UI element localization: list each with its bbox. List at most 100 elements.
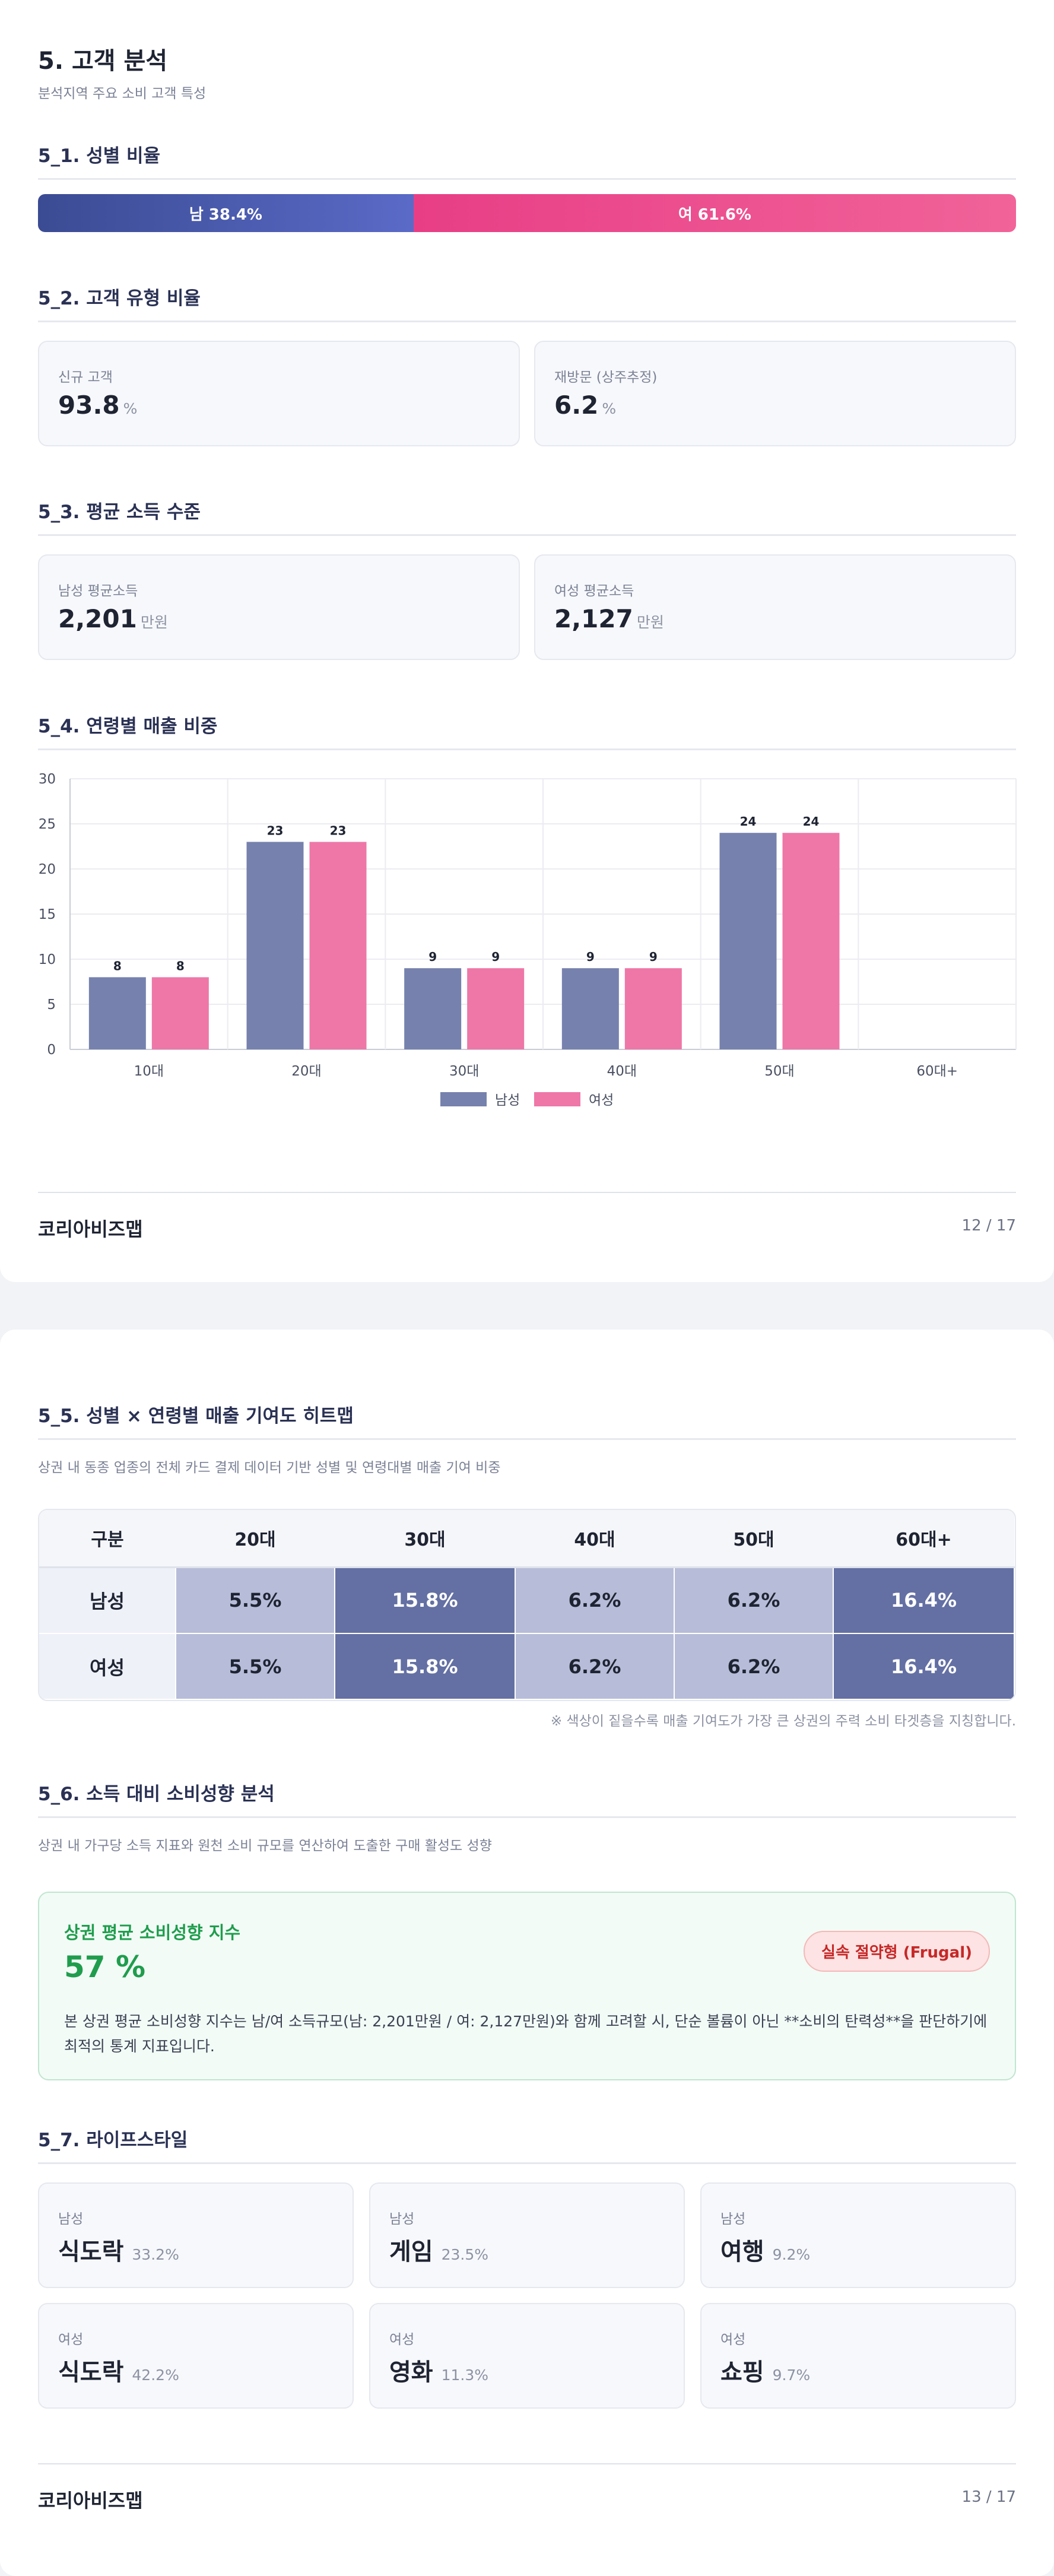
male-ratio-segment: 남 38.4% bbox=[38, 194, 414, 232]
bar-female bbox=[467, 968, 525, 1049]
bar-value-label: 8 bbox=[176, 959, 185, 973]
divider bbox=[38, 534, 1016, 536]
bar-male bbox=[404, 968, 462, 1049]
heatmap-note: ※ 색상이 짙을수록 매출 기여도가 가장 큰 상권의 주력 소비 타겟층을 지… bbox=[550, 1714, 1016, 1729]
page-number: 12 / 17 bbox=[961, 1217, 1016, 1235]
lifestyle-card: 여성 영화 11.3% bbox=[369, 2303, 685, 2409]
lifestyle-percent: 11.3% bbox=[441, 2366, 489, 2384]
x-tick-label: 60대+ bbox=[916, 1064, 958, 1079]
heatmap-table: 구분 20대 30대 40대 50대 60대+ 남성 5.5% 15.8% 6.… bbox=[38, 1509, 1016, 1701]
propensity-value: 57 % bbox=[64, 1950, 146, 1984]
footer-divider bbox=[38, 2463, 1016, 2464]
lifestyle-card: 남성 여행 9.2% bbox=[700, 2182, 1016, 2288]
heatmap-cell: 6.2% bbox=[515, 1633, 675, 1700]
lifestyle-gender: 남성 bbox=[58, 2212, 84, 2227]
column-header: 40대 bbox=[515, 1510, 674, 1568]
brand-name: 코리아비즈맵 bbox=[38, 2489, 143, 2512]
propensity-box-title: 상권 평균 소비성향 지수 bbox=[64, 1923, 241, 1943]
lifestyle-category: 게임 bbox=[389, 2238, 433, 2266]
bar-male bbox=[561, 968, 619, 1049]
lifestyle-gender: 남성 bbox=[389, 2212, 415, 2227]
bar-male bbox=[719, 833, 777, 1049]
lifestyle-gender: 남성 bbox=[720, 2212, 746, 2227]
card-label: 남성 평균소득 bbox=[58, 583, 138, 599]
lifestyle-percent: 23.5% bbox=[441, 2246, 489, 2263]
bar-value-label: 9 bbox=[586, 950, 595, 964]
card-label: 여성 평균소득 bbox=[554, 583, 634, 599]
divider bbox=[38, 748, 1016, 750]
bar-female bbox=[782, 833, 840, 1049]
lifestyle-category: 식도락 bbox=[58, 2359, 124, 2386]
divider bbox=[38, 1438, 1016, 1440]
brand-name: 코리아비즈맵 bbox=[38, 1218, 143, 1241]
lifestyle-gender: 여성 bbox=[720, 2332, 746, 2347]
heatmap-cell: 5.5% bbox=[176, 1567, 335, 1635]
income-heading: 5_3. 평균 소득 수준 bbox=[38, 502, 201, 523]
y-tick-label: 15 bbox=[39, 907, 56, 922]
lifestyle-percent: 9.2% bbox=[772, 2246, 811, 2263]
female-ratio-segment: 여 61.6% bbox=[413, 194, 1016, 232]
heatmap-cell: 6.2% bbox=[515, 1567, 675, 1635]
bar-value-label: 9 bbox=[428, 950, 437, 964]
gender-ratio-bar: 남 38.4% 여 61.6% bbox=[38, 194, 1016, 232]
bar-value-label: 23 bbox=[267, 823, 284, 837]
lifestyle-category: 쇼핑 bbox=[720, 2359, 764, 2386]
age-sales-bar-chart: 0 5 10 15 20 25 30 10대 8 8 20대 23 23 30대 9 9 40대 9 9 50대 24 2… bbox=[39, 772, 1017, 1108]
card-unit: % bbox=[602, 400, 617, 417]
lifestyle-percent: 9.7% bbox=[772, 2366, 811, 2384]
x-tick-label: 50대 bbox=[764, 1064, 794, 1079]
heatmap-cell: 5.5% bbox=[176, 1633, 335, 1700]
section-title: 5. 고객 분석 bbox=[38, 47, 168, 75]
report-page-13: 5_5. 성별 × 연령별 매출 기여도 히트맵 상권 내 동종 업종의 전체 … bbox=[0, 1330, 1054, 2576]
card-value: 2,201 bbox=[58, 604, 137, 633]
lifestyle-percent: 33.2% bbox=[132, 2246, 179, 2263]
page-number: 13 / 17 bbox=[961, 2488, 1016, 2506]
card-value: 93.8 bbox=[58, 391, 120, 420]
table-row: 여성 5.5% 15.8% 6.2% 6.2% 16.4% bbox=[39, 1633, 1015, 1700]
y-tick-label: 5 bbox=[47, 997, 56, 1013]
row-header: 남성 bbox=[39, 1567, 176, 1635]
lifestyle-category: 여행 bbox=[720, 2238, 764, 2266]
lifestyle-gender: 여성 bbox=[389, 2332, 415, 2347]
bar-value-label: 24 bbox=[803, 814, 820, 829]
x-tick-label: 10대 bbox=[134, 1064, 164, 1079]
card-unit: 만원 bbox=[140, 614, 168, 631]
bar-value-label: 8 bbox=[113, 959, 122, 973]
column-header: 구분 bbox=[39, 1510, 176, 1568]
lifestyle-card: 남성 게임 23.5% bbox=[369, 2182, 685, 2288]
card-value: 6.2 bbox=[554, 391, 599, 420]
propensity-explanation: 본 상권 평균 소비성향 지수는 남/여 소득규모(남: 2,201만원 / 여… bbox=[64, 2013, 988, 2055]
legend-label: 남성 bbox=[495, 1093, 520, 1108]
x-tick-label: 40대 bbox=[607, 1064, 637, 1079]
heatmap-description: 상권 내 동종 업종의 전체 카드 결제 데이터 기반 성별 및 연령대별 매출… bbox=[38, 1460, 501, 1476]
card-unit: % bbox=[123, 400, 138, 417]
revisit-customer-card: 재방문 (상주추정) 6.2% bbox=[534, 341, 1016, 446]
table-row: 남성 5.5% 15.8% 6.2% 6.2% 16.4% bbox=[39, 1567, 1015, 1635]
report-page-12: 5. 고객 분석 분석지역 주요 소비 고객 특성 5_1. 성별 비율 남 3… bbox=[0, 0, 1054, 1282]
heatmap-cell: 6.2% bbox=[674, 1567, 834, 1635]
bar-male bbox=[88, 977, 146, 1049]
propensity-box: 상권 평균 소비성향 지수 57 % 실속 절약형 (Frugal) 본 상권 … bbox=[38, 1892, 1016, 2080]
card-unit: 만원 bbox=[636, 614, 664, 631]
bar-value-label: 23 bbox=[330, 823, 347, 837]
x-tick-label: 30대 bbox=[449, 1064, 479, 1079]
legend-swatch bbox=[534, 1092, 580, 1106]
divider bbox=[38, 2162, 1016, 2164]
propensity-heading: 5_6. 소득 대비 소비성향 분석 bbox=[38, 1784, 275, 1805]
bar-value-label: 24 bbox=[740, 814, 757, 829]
customer-type-heading: 5_2. 고객 유형 비율 bbox=[38, 288, 201, 309]
column-header: 50대 bbox=[674, 1510, 833, 1568]
column-header: 60대+ bbox=[833, 1510, 1014, 1568]
bar-female bbox=[624, 968, 682, 1049]
propensity-description: 상권 내 가구당 소득 지표와 원천 소비 규모를 연산하여 도출한 구매 활성… bbox=[38, 1838, 492, 1854]
y-tick-label: 20 bbox=[39, 862, 56, 877]
card-value: 2,127 bbox=[554, 604, 633, 633]
heatmap-cell: 16.4% bbox=[833, 1567, 1015, 1635]
propensity-type-badge: 실속 절약형 (Frugal) bbox=[804, 1931, 990, 1972]
lifestyle-card: 여성 쇼핑 9.7% bbox=[700, 2303, 1016, 2409]
y-tick-label: 25 bbox=[39, 817, 56, 832]
bar-female bbox=[151, 977, 209, 1049]
age-sales-heading: 5_4. 연령별 매출 비중 bbox=[38, 716, 218, 737]
heatmap-heading: 5_5. 성별 × 연령별 매출 기여도 히트맵 bbox=[38, 1406, 354, 1427]
male-income-card: 남성 평균소득 2,201 만원 bbox=[38, 554, 520, 660]
